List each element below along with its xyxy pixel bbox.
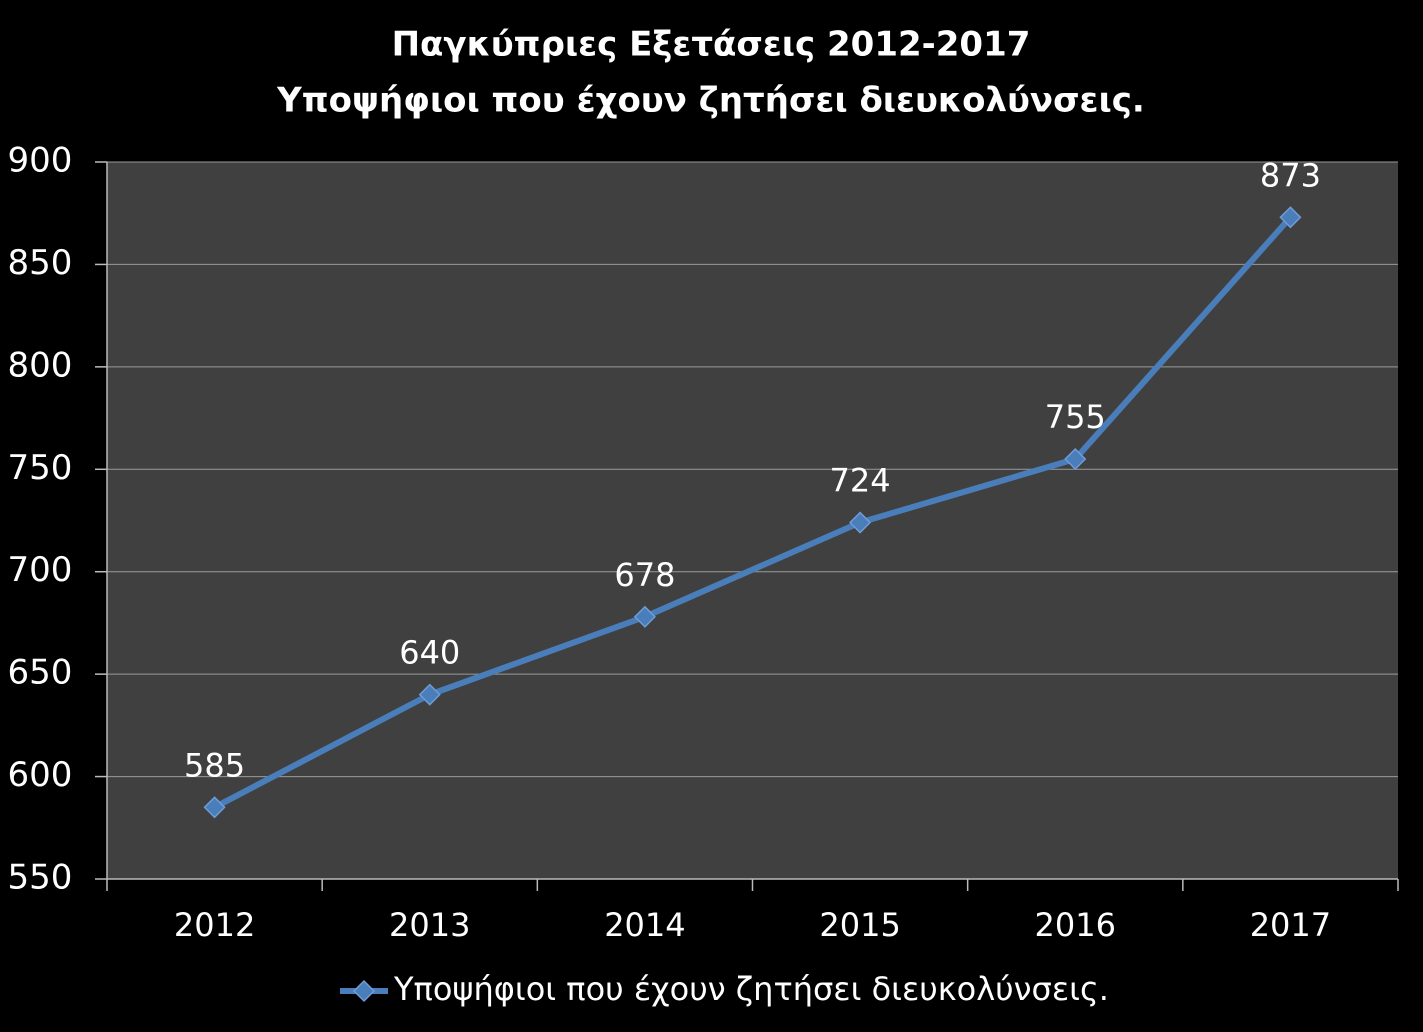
y-tick-label: 600: [8, 755, 73, 795]
y-tick-label: 900: [8, 141, 73, 181]
data-label: 678: [614, 556, 675, 594]
plot-area: [107, 162, 1398, 879]
series-line: [213, 215, 1293, 810]
point-marker: [418, 683, 441, 706]
legend-marker: [352, 979, 376, 1003]
x-tick-label: 2017: [1250, 906, 1331, 944]
y-tick-label: 700: [8, 550, 73, 590]
y-tick-label: 750: [8, 448, 73, 488]
data-label: 585: [184, 746, 245, 784]
point-marker: [1064, 447, 1087, 471]
point-marker: [849, 511, 872, 534]
data-label: 755: [1045, 398, 1106, 436]
x-tick-label: 2015: [819, 906, 900, 944]
point-marker: [203, 796, 226, 819]
point-marker: [633, 605, 656, 628]
legend-label: Υποψήφιοι που έχουν ζητήσει διευκολύνσει…: [393, 970, 1109, 1008]
y-tick-label: 850: [8, 243, 73, 283]
x-tick-label: 2013: [389, 906, 470, 944]
x-tick-label: 2016: [1035, 906, 1116, 944]
data-label: 873: [1260, 156, 1321, 194]
chart-title: Παγκύπριες Εξετάσεις 2012-2017: [392, 25, 1031, 65]
y-tick-label: 800: [8, 345, 73, 385]
x-tick-label: 2014: [604, 906, 685, 944]
chart-subtitle: Υποψήφιοι που έχουν ζητήσει διευκολύνσει…: [276, 81, 1145, 121]
point-marker: [1279, 206, 1302, 229]
y-tick-label: 550: [8, 858, 73, 898]
data-label: 640: [399, 634, 460, 672]
x-tick-label: 2012: [174, 906, 255, 944]
y-tick-label: 650: [8, 653, 73, 693]
data-label: 724: [830, 462, 891, 500]
